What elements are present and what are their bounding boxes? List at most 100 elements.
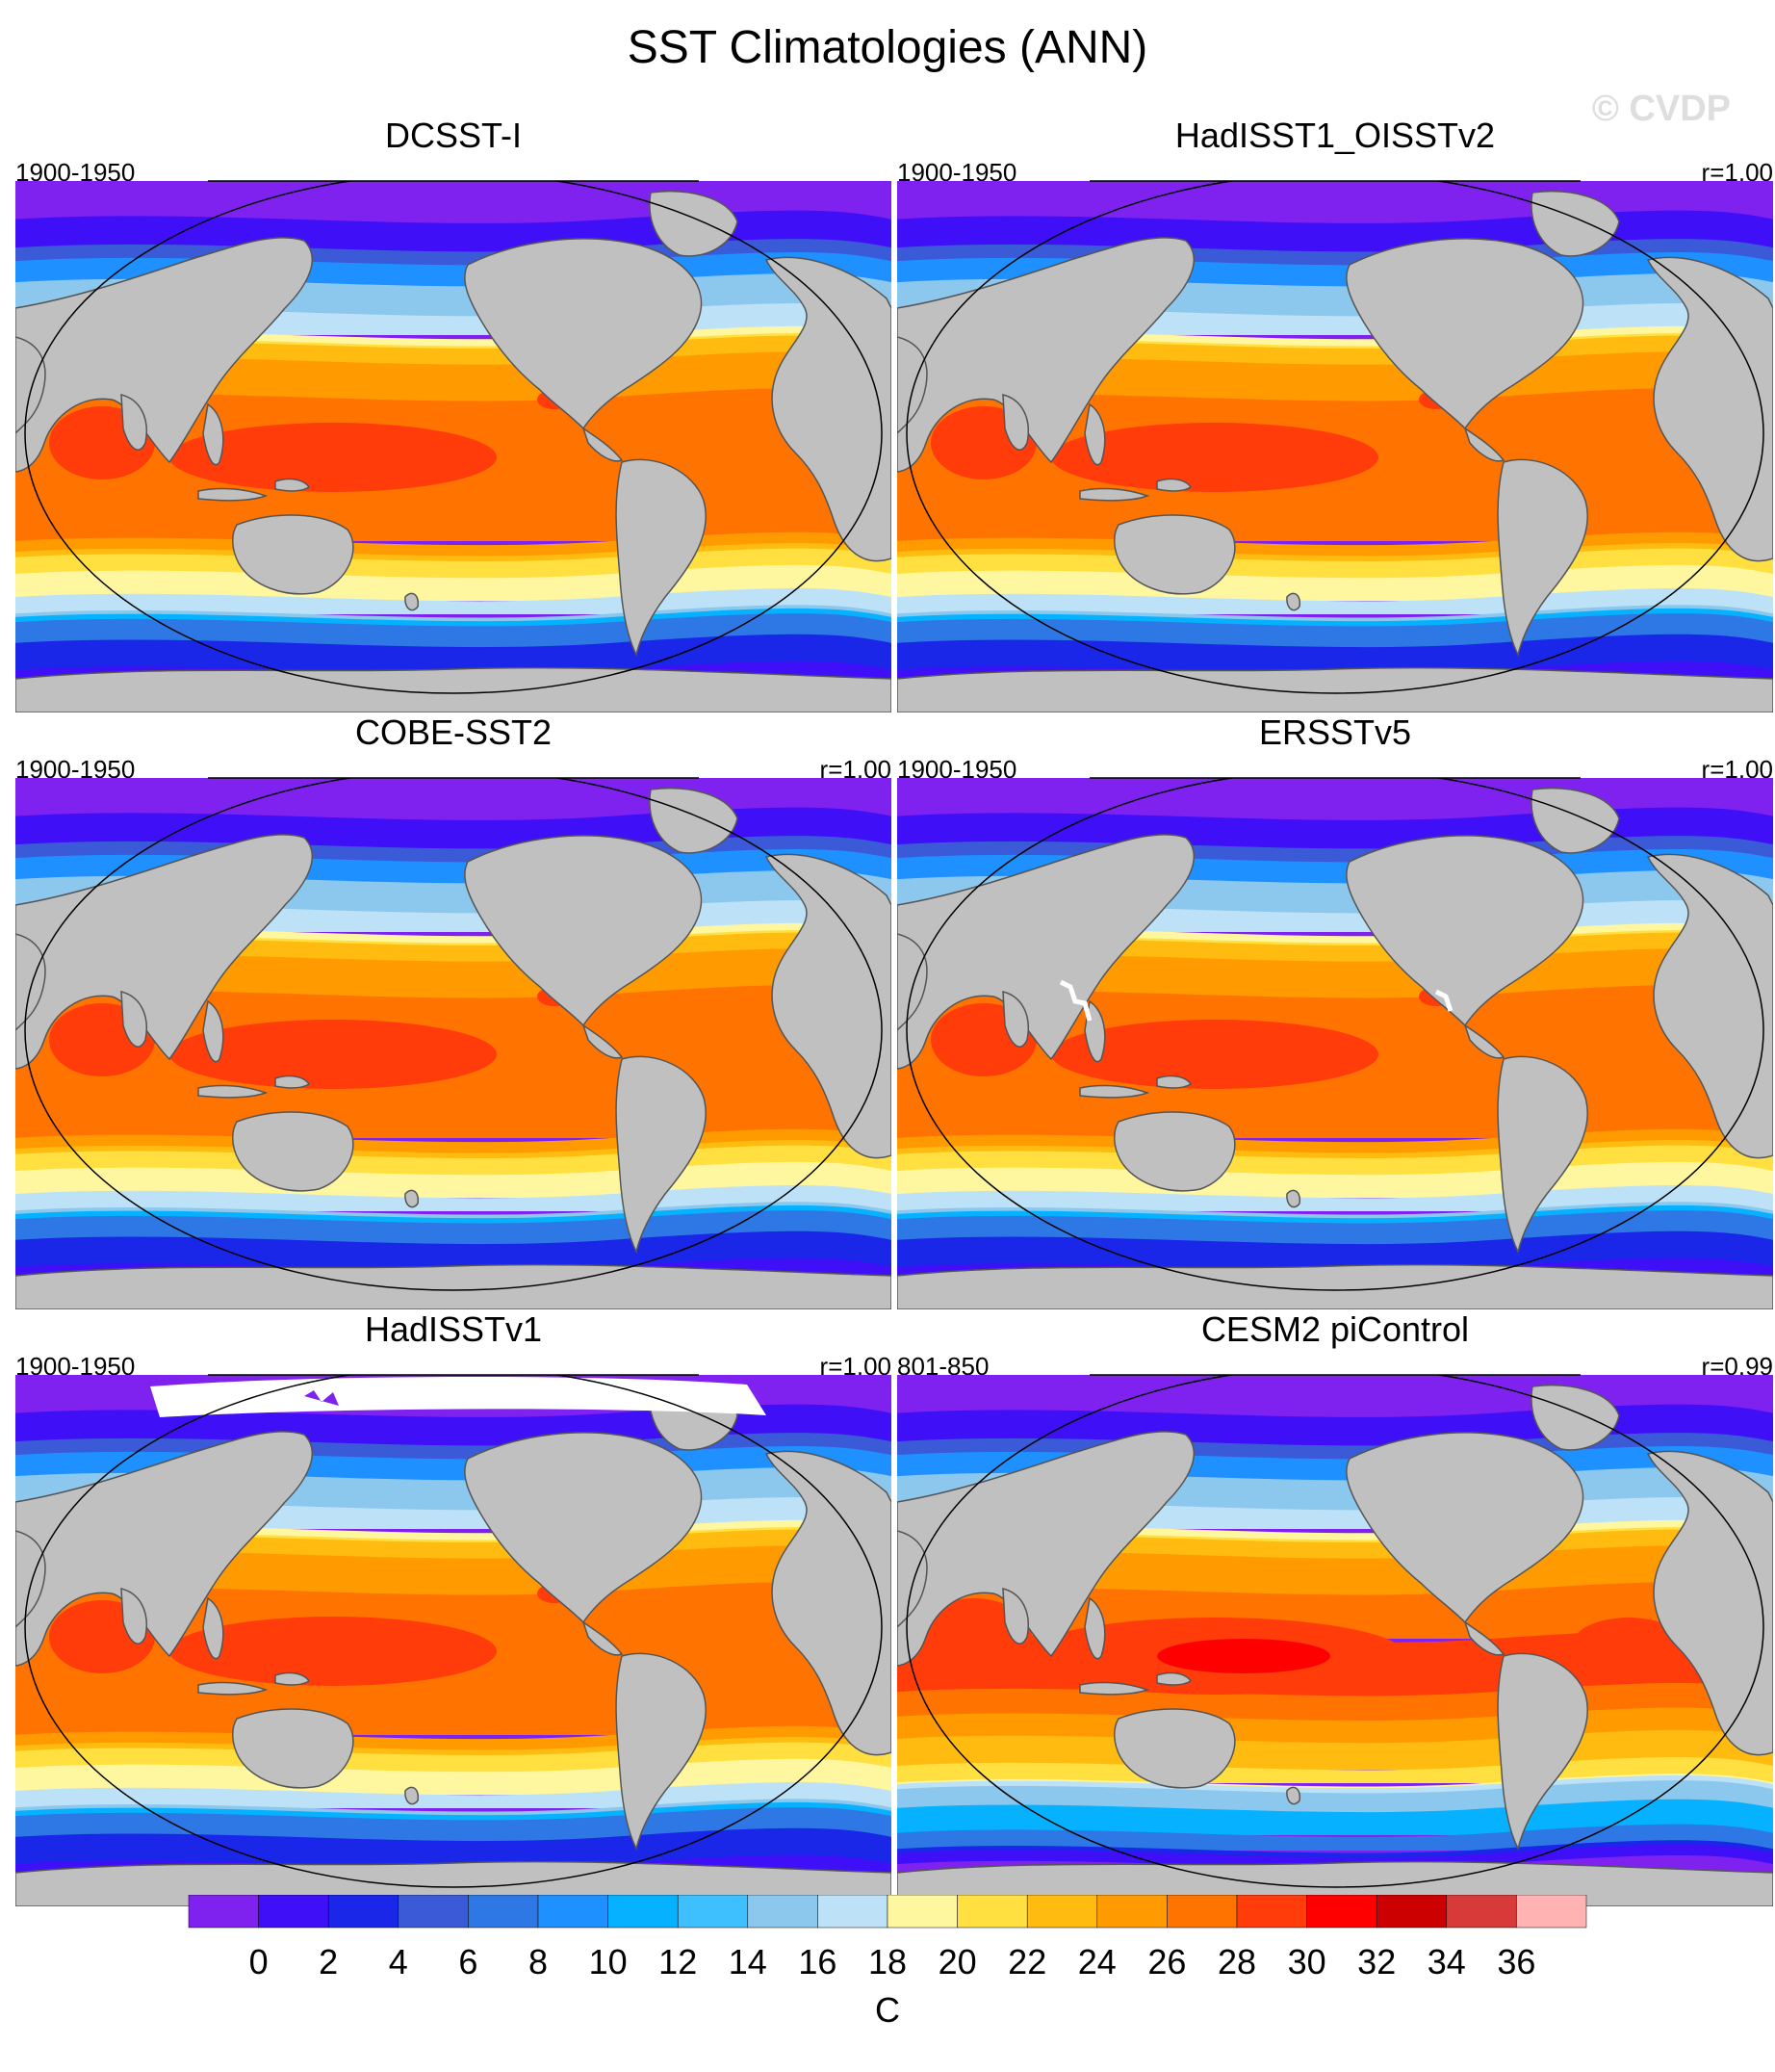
land-mass [202,999,224,1063]
sst-map [897,1374,1773,1906]
land-mass [464,1432,703,1624]
map-outline [906,1375,1764,1888]
map-panel-cobe-sst2: COBE-SST2 1900-1950 r=1.00 [15,712,891,1309]
sst-band [15,1184,891,1211]
land-mass [1114,1708,1236,1789]
land-mass [1079,487,1150,502]
land-mass [1646,1450,1773,1756]
land-mass [1156,478,1193,492]
warm-pool [1157,1639,1330,1673]
land-mass [897,666,1773,712]
land-mass [202,402,224,466]
panel-title: CESM2 piControl [1200,1309,1470,1349]
colorbar-bin [1306,1895,1377,1929]
land-mass [120,1588,147,1645]
colorbar-tick-label: 16 [798,1942,836,1981]
sst-map [15,1374,891,1906]
land-mass [897,1530,928,1629]
colorbar-bin [1026,1895,1098,1929]
land-mass [1346,1432,1584,1624]
map-panel-ersstv5: ERSSTv5 1900-1950 r=1.00 [897,712,1773,1309]
panel-title: HadISST1_OISSTv2 [1174,116,1496,155]
land-mass [1286,592,1301,611]
land-mass [1346,238,1584,430]
colorbar-tick-label: 30 [1288,1942,1326,1981]
colorbar-tick-label: 20 [939,1942,977,1981]
colorbar-tick-label: 0 [249,1942,269,1981]
colorbar-bin [537,1895,608,1929]
land-mass [404,1786,420,1805]
colorbar-tick-label: 18 [868,1942,907,1981]
colorbar-tick-label: 8 [528,1942,548,1981]
land-mass [581,1023,624,1059]
land-mass [202,1596,224,1660]
map-panel-dcsst-i: DCSST-I 1900-1950 [15,116,891,712]
land-mass [15,1263,891,1309]
land-mass [581,427,624,462]
colorbar-bin [607,1895,679,1929]
map-outline [24,181,883,694]
land-mass [274,1671,311,1686]
colorbar-bin [258,1895,329,1929]
land-mass [1156,1671,1193,1686]
panel-title: DCSST-I [384,116,522,155]
warm-pool [1051,423,1378,492]
sst-band [15,1230,891,1269]
colorbar-tick-label: 22 [1008,1942,1046,1981]
sst-band [897,1824,1773,1851]
land-mass [120,991,147,1048]
land-mass [404,1189,420,1208]
land-mass [1114,514,1236,595]
map-panel-hadisst1-oisstv2: HadISST1_OISSTv2 1900-1950 r=1.00 [897,116,1773,712]
map-outline [906,181,1764,694]
land-mass [15,1530,46,1629]
land-mass [897,933,928,1032]
colorbar-tick-label: 26 [1147,1942,1186,1981]
land-mass [615,1055,707,1255]
colorbar-bin [1236,1895,1307,1929]
sst-map [15,777,891,1309]
land-mass [1346,835,1584,1027]
warm-pool [1571,1618,1686,1675]
figure-title: SST Climatologies (ANN) [627,22,1148,73]
land-mass [1286,1786,1301,1805]
map-panel-hadisstv1: HadISSTv1 1900-1950 r=1.00 [15,1309,891,1906]
land-mass [615,458,707,658]
sst-map [897,180,1773,712]
sst-band [897,778,1773,816]
land-mass [649,788,738,854]
land-mass [1646,853,1773,1159]
map-panel-cesm2-picontrol: CESM2 piControl 801-850 r=0.99 [897,1309,1773,1906]
panel-title: COBE-SST2 [354,712,553,752]
sst-band [15,778,891,816]
sst-map [897,777,1773,1309]
sst-band [897,587,1773,614]
colorbar-bin [1446,1895,1517,1929]
colorbar-bin [677,1895,749,1929]
sst-band [15,1781,891,1808]
colorbar-bin [398,1895,469,1929]
colorbar-tick-label: 24 [1078,1942,1117,1981]
land-mass [120,394,147,451]
land-mass [232,1111,354,1192]
sst-band [897,634,1773,672]
sst-band [15,587,891,614]
map-outline [906,778,1764,1291]
land-mass [581,1620,624,1656]
land-mass [1079,1084,1150,1099]
sst-band [897,1184,1773,1211]
land-mass [1002,991,1029,1048]
colorbar-tick-label: 36 [1497,1942,1535,1981]
land-mass [15,666,891,712]
colorbar-bin [1167,1895,1238,1929]
land-mass [232,1708,354,1789]
land-mass [1646,256,1773,562]
land-mass [615,1652,707,1852]
colorbar-bin [1376,1895,1448,1929]
map-outline [24,778,883,1291]
sst-band [897,1230,1773,1269]
sst-map [15,180,891,712]
colorbar-bin [957,1895,1028,1929]
colorbar-tick-label: 28 [1218,1942,1256,1981]
land-mass [1002,394,1029,451]
